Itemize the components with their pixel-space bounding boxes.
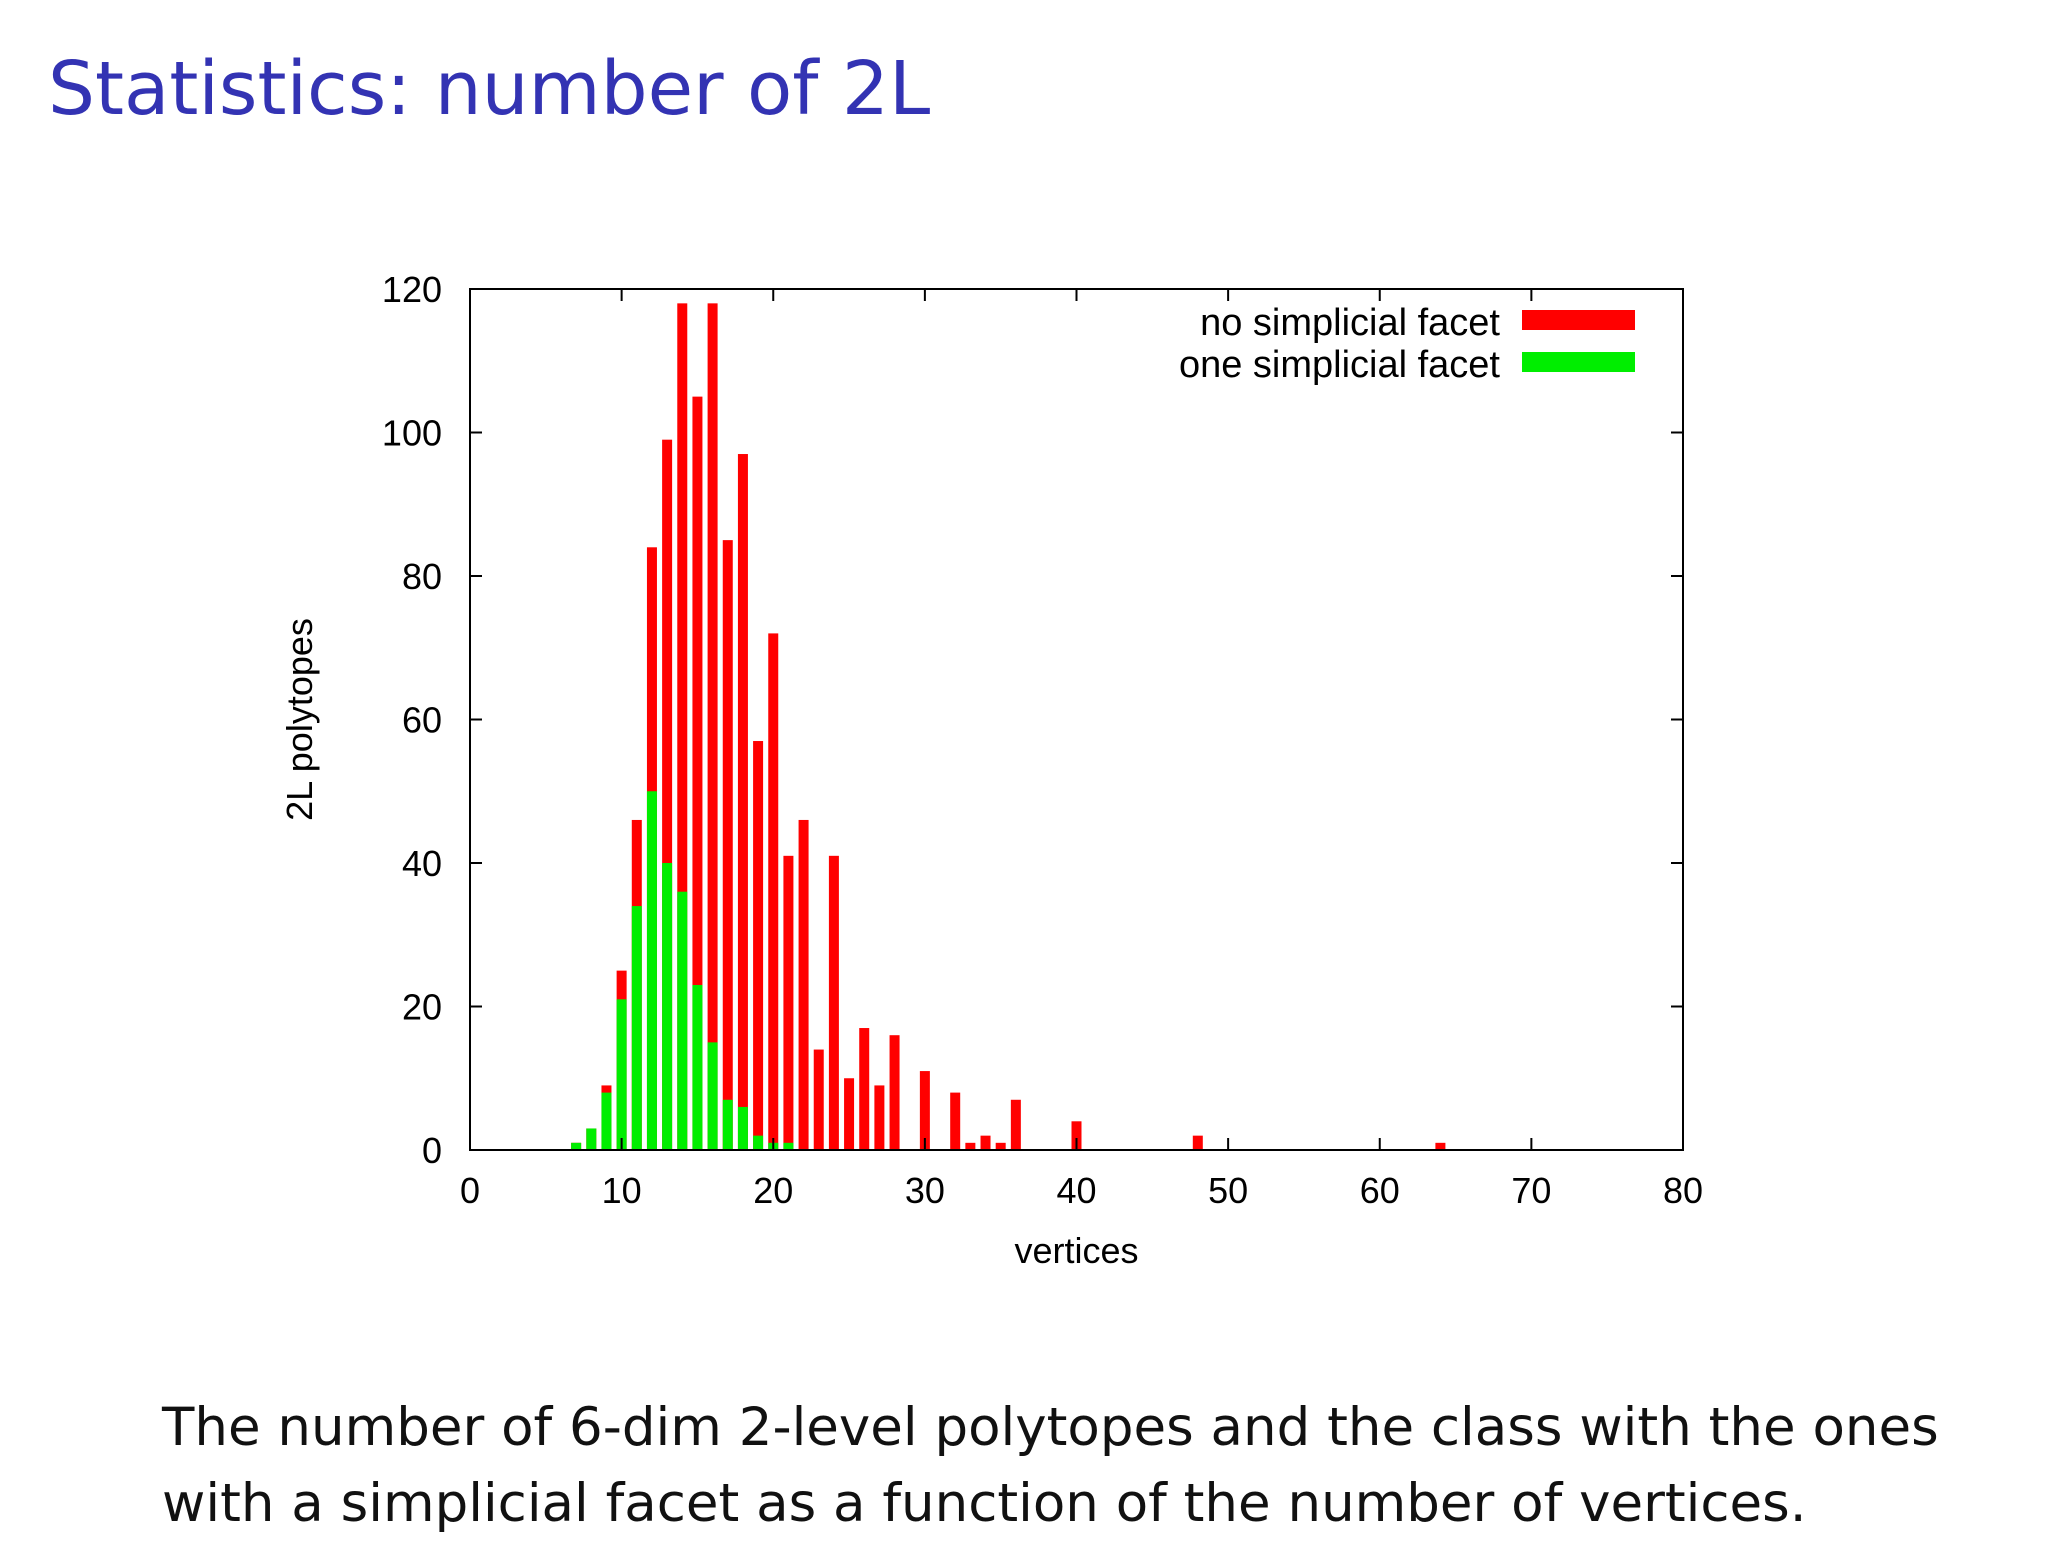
- bar-one-simplicial-7: [571, 1142, 582, 1150]
- bar-no-simplicial-16: [707, 303, 718, 1151]
- y-tick-label-0: 0: [422, 1130, 442, 1171]
- bar-no-simplicial-32: [950, 1092, 961, 1150]
- bar-no-simplicial-28: [889, 1035, 900, 1150]
- y-tick-label-80: 80: [402, 556, 442, 597]
- bar-one-simplicial-13: [662, 863, 673, 1150]
- bar-no-simplicial-19: [753, 741, 764, 1150]
- legend-label-one-simplicial: one simplicial facet: [1179, 344, 1500, 386]
- x-tick-label-70: 70: [1511, 1170, 1551, 1211]
- bar-no-simplicial-20: [768, 633, 779, 1150]
- bar-one-simplicial-15: [692, 984, 703, 1150]
- x-tick-label-60: 60: [1360, 1170, 1400, 1211]
- bar-no-simplicial-21: [783, 855, 794, 1150]
- bar-no-simplicial-25: [844, 1078, 855, 1150]
- caption-line-1: The number of 6-dim 2-level polytopes an…: [162, 1397, 1939, 1458]
- bar-no-simplicial-34: [980, 1135, 991, 1150]
- bar-one-simplicial-12: [646, 791, 657, 1150]
- bar-one-simplicial-21: [783, 1142, 794, 1150]
- x-tick-label-20: 20: [753, 1170, 793, 1211]
- x-axis-title: vertices: [1014, 1230, 1138, 1271]
- bar-one-simplicial-9: [601, 1092, 612, 1150]
- caption-line-2: with a simplicial facet as a function of…: [162, 1473, 1807, 1534]
- bar-one-simplicial-19: [753, 1135, 764, 1150]
- bars-group: [571, 303, 1446, 1151]
- bar-no-simplicial-14: [677, 303, 688, 1151]
- bar-chart: 0 10 20 30 40 50 60 70 80 0 20 40 60 80 100 120 vertice…: [279, 269, 1703, 1271]
- bar-no-simplicial-17: [722, 540, 733, 1150]
- bar-one-simplicial-14: [677, 891, 688, 1150]
- bar-no-simplicial-15: [692, 396, 703, 1150]
- bar-no-simplicial-24: [828, 855, 839, 1150]
- bar-one-simplicial-17: [722, 1099, 733, 1150]
- y-tick-label-20: 20: [402, 987, 442, 1028]
- y-tick-label-60: 60: [402, 700, 442, 741]
- bar-one-simplicial-16: [707, 1042, 718, 1150]
- bar-no-simplicial-48: [1192, 1135, 1203, 1150]
- legend-swatch-no-simplicial: [1522, 310, 1635, 330]
- x-tick-label-0: 0: [460, 1170, 480, 1211]
- bar-no-simplicial-13: [662, 439, 673, 1150]
- bar-no-simplicial-64: [1435, 1142, 1446, 1150]
- bar-no-simplicial-22: [798, 819, 809, 1150]
- legend-label-no-simplicial: no simplicial facet: [1200, 302, 1500, 344]
- legend: no simplicial facet one simplicial facet: [1179, 302, 1635, 386]
- bar-no-simplicial-33: [965, 1142, 976, 1150]
- y-tick-label-40: 40: [402, 843, 442, 884]
- x-tick-label-30: 30: [905, 1170, 945, 1211]
- bar-no-simplicial-26: [859, 1028, 870, 1150]
- x-tick-label-50: 50: [1208, 1170, 1248, 1211]
- x-tick-label-40: 40: [1056, 1170, 1096, 1211]
- bar-no-simplicial-30: [919, 1071, 930, 1150]
- y-tick-label-100: 100: [382, 413, 442, 454]
- legend-swatch-one-simplicial: [1522, 352, 1635, 372]
- ticks-group: 0 10 20 30 40 50 60 70 80 0 20 40 60 80 100 120: [382, 269, 1703, 1211]
- bar-no-simplicial-40: [1071, 1121, 1082, 1150]
- x-tick-label-10: 10: [602, 1170, 642, 1211]
- bar-no-simplicial-23: [813, 1049, 824, 1150]
- bar-no-simplicial-18: [737, 454, 748, 1150]
- bar-no-simplicial-36: [1010, 1099, 1021, 1150]
- y-axis-title: 2L polytopes: [279, 618, 320, 821]
- slide-title: Statistics: number of 2L: [48, 46, 931, 132]
- bar-one-simplicial-11: [631, 906, 642, 1150]
- y-tick-label-120: 120: [382, 269, 442, 310]
- x-tick-label-80: 80: [1663, 1170, 1703, 1211]
- bar-no-simplicial-27: [874, 1085, 885, 1150]
- caption: The number of 6-dim 2-level polytopes an…: [162, 1390, 2022, 1542]
- bar-one-simplicial-18: [737, 1106, 748, 1150]
- bar-one-simplicial-8: [586, 1128, 597, 1150]
- bar-no-simplicial-35: [995, 1142, 1006, 1150]
- bar-one-simplicial-10: [616, 999, 627, 1150]
